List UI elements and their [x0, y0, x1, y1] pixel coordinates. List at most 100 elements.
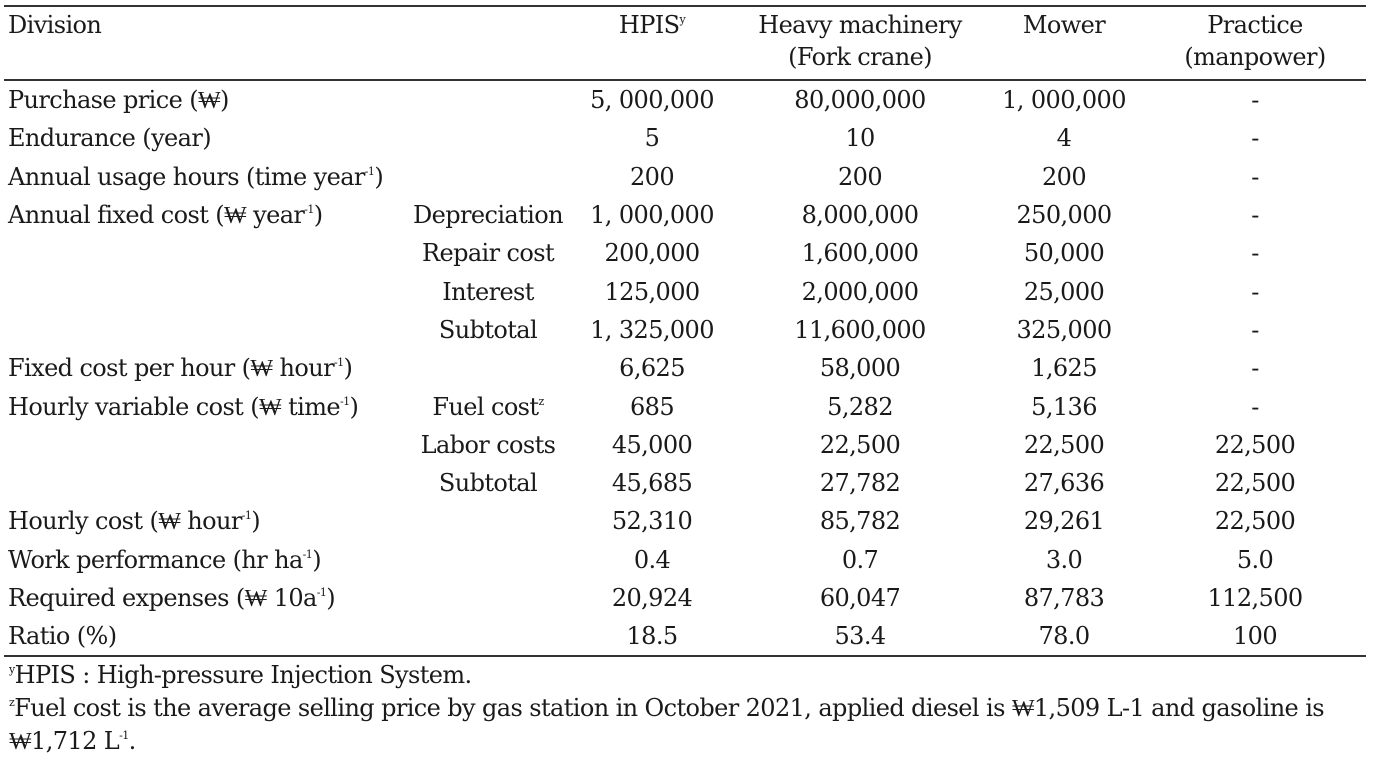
cell-practice: 22,500	[1214, 507, 1296, 536]
cell-practice: -	[1251, 315, 1259, 344]
header-division: Division	[8, 11, 102, 39]
cell-hpis: 0.4	[633, 545, 671, 574]
table-row: Subtotal 1, 325,000 11,600,000 325,000 -	[4, 311, 1366, 349]
cell-hpis: 45,000	[611, 430, 693, 459]
cell-heavy-machinery: 10	[845, 124, 875, 153]
row-sublabel	[408, 617, 568, 656]
cell-practice: -	[1251, 277, 1259, 306]
cell-mower: 1,625	[1031, 354, 1097, 383]
row-label: Purchase price (₩)	[8, 86, 229, 115]
row-label	[4, 464, 408, 502]
cell-heavy-machinery: 11,600,000	[794, 315, 926, 344]
row-sublabel	[408, 158, 568, 196]
table-header: Division HPISy Heavy machinery (Fork cran…	[4, 6, 1367, 80]
cell-heavy-machinery: 1,600,000	[801, 239, 919, 268]
cell-mower: 22,500	[1023, 430, 1105, 459]
row-sublabel: Subtotal	[438, 315, 538, 344]
cell-heavy-machinery: 85,782	[819, 507, 901, 536]
cell-mower: 325,000	[1016, 315, 1112, 344]
cell-practice: 22,500	[1214, 469, 1296, 498]
cell-hpis: 5	[644, 124, 660, 153]
table-footnotes: yHPIS : High-pressure Injection System. …	[9, 659, 1369, 758]
table-row: Interest 125,000 2,000,000 25,000 -	[4, 272, 1366, 310]
row-sublabel	[408, 579, 568, 617]
cell-heavy-machinery: 200	[838, 162, 883, 191]
row-sublabel	[408, 349, 568, 387]
cell-heavy-machinery: 80,000,000	[794, 86, 926, 115]
row-label: Required expenses (₩ 10a-1)	[8, 584, 336, 612]
row-sublabel	[408, 80, 568, 119]
row-label: Annual usage hours (time year-1)	[8, 162, 384, 191]
cell-mower: 5,136	[1031, 392, 1097, 421]
table-row: Purchase price (₩) 5, 000,000 80,000,000 1,…	[4, 80, 1366, 119]
cell-practice: -	[1251, 392, 1259, 421]
row-label: Annual fixed cost (₩ year-1)	[8, 201, 323, 230]
row-label: Fixed cost per hour (₩ hour-1)	[8, 354, 353, 383]
table-row: Repair cost 200,000 1,600,000 50,000 -	[4, 234, 1366, 272]
row-label: Work performance (hr ha-1)	[8, 545, 322, 574]
cell-hpis: 1, 000,000	[590, 201, 714, 230]
table-row: Annual fixed cost (₩ year-1) Depreciation…	[4, 196, 1366, 234]
footnote-mark-y: y	[679, 13, 686, 26]
cell-mower: 78.0	[1038, 622, 1090, 651]
row-sublabel: Interest	[442, 277, 534, 306]
cell-mower: 250,000	[1016, 201, 1112, 230]
table-row: Required expenses (₩ 10a-1) 20,924 60,047 8…	[4, 579, 1366, 617]
cell-hpis: 5, 000,000	[590, 86, 714, 115]
cell-mower: 87,783	[1023, 584, 1105, 612]
cell-heavy-machinery: 53.4	[834, 622, 886, 651]
table-row: Work performance (hr ha-1) 0.4 0.7 3.0 5.0	[4, 541, 1366, 579]
cell-mower: 29,261	[1023, 507, 1105, 536]
cell-practice: 5.0	[1236, 545, 1274, 574]
row-sublabel	[408, 502, 568, 540]
cell-mower: 27,636	[1023, 469, 1105, 498]
cell-practice: 112,500	[1207, 584, 1303, 612]
cell-heavy-machinery: 0.7	[841, 545, 879, 574]
cell-practice: -	[1251, 239, 1259, 268]
cell-hpis: 45,685	[611, 469, 693, 498]
row-sublabel	[408, 541, 568, 579]
row-sublabel: Labor costs	[420, 430, 556, 459]
row-label	[4, 272, 408, 310]
row-label: Hourly cost (₩ hour-1)	[8, 507, 261, 536]
header-heavy-machinery: Heavy machinery (Fork crane)	[736, 6, 984, 80]
cell-hpis: 125,000	[604, 277, 700, 306]
cell-hpis: 52,310	[611, 507, 693, 536]
header-practice: Practice (manpower)	[1144, 6, 1366, 80]
cell-mower: 4	[1056, 124, 1072, 153]
footnote-y: yHPIS : High-pressure Injection System.	[9, 661, 472, 689]
row-label	[4, 311, 408, 349]
header-practice-line1: Practice	[1207, 11, 1303, 39]
header-row: Division HPISy Heavy machinery (Fork cran…	[4, 6, 1367, 80]
cell-mower: 1, 000,000	[1002, 86, 1126, 115]
row-sublabel: Repair cost	[422, 239, 555, 268]
table-row: Subtotal 45,685 27,782 27,636 22,500	[4, 464, 1366, 502]
row-sublabel	[408, 119, 568, 157]
row-sublabel: Subtotal	[438, 469, 538, 498]
header-practice-line2: (manpower)	[1184, 43, 1326, 71]
cell-heavy-machinery: 58,000	[819, 354, 901, 383]
table-row: Fixed cost per hour (₩ hour-1) 6,625 58,00…	[4, 349, 1366, 387]
cell-practice: -	[1251, 162, 1259, 191]
cell-heavy-machinery: 27,782	[819, 469, 901, 498]
row-label	[4, 234, 408, 272]
row-label: Endurance (year)	[8, 124, 212, 153]
cell-hpis: 200	[630, 162, 675, 191]
cell-practice: -	[1251, 201, 1259, 230]
cell-hpis: 200,000	[604, 239, 700, 268]
row-label: Ratio (%)	[8, 622, 117, 651]
cell-heavy-machinery: 5,282	[827, 392, 893, 421]
row-sublabel: Fuel costz	[432, 392, 544, 421]
table-row: Labor costs 45,000 22,500 22,500 22,500	[4, 426, 1366, 464]
cell-hpis: 20,924	[611, 584, 693, 612]
row-label: Hourly variable cost (₩ time-1)	[8, 392, 359, 421]
header-heavy-line2: (Fork crane)	[788, 43, 932, 71]
cell-hpis: 685	[630, 392, 675, 421]
table-row: Endurance (year) 5 10 4 -	[4, 119, 1366, 157]
table-body: Purchase price (₩) 5, 000,000 80,000,000 1,…	[4, 80, 1367, 657]
table-row: Hourly variable cost (₩ time-1) Fuel cost…	[4, 387, 1366, 425]
cell-heavy-machinery: 8,000,000	[801, 201, 919, 230]
footnote-z: zFuel cost is the average selling price …	[9, 694, 1325, 755]
cell-mower: 25,000	[1023, 277, 1105, 306]
header-heavy-line1: Heavy machinery	[758, 11, 962, 39]
